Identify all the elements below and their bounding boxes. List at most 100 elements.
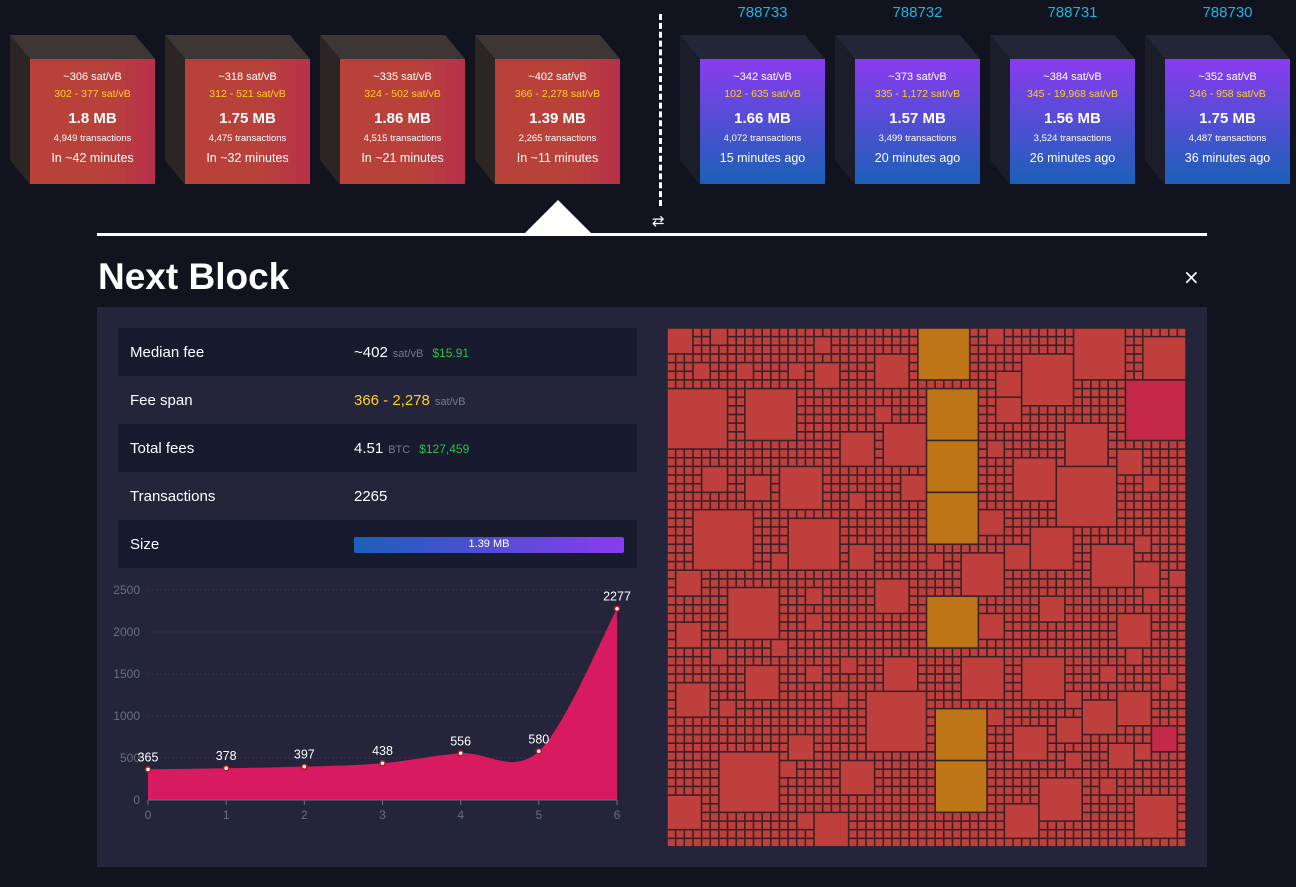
transaction-tile[interactable] [719, 718, 727, 726]
transaction-tile[interactable] [1091, 761, 1099, 769]
transaction-tile[interactable] [1160, 553, 1168, 561]
transaction-tile[interactable] [1057, 640, 1065, 648]
transaction-tile[interactable] [1083, 596, 1091, 604]
transaction-tile[interactable] [797, 813, 814, 829]
transaction-tile[interactable] [806, 726, 814, 734]
transaction-tile[interactable] [702, 380, 710, 388]
transaction-tile[interactable] [728, 493, 736, 501]
transaction-tile[interactable] [840, 605, 848, 613]
transaction-tile[interactable] [1117, 519, 1125, 527]
transaction-tile[interactable] [884, 821, 892, 829]
transaction-tile[interactable] [676, 839, 684, 846]
transaction-tile[interactable] [875, 398, 883, 406]
transaction-tile[interactable] [884, 571, 892, 579]
transaction-tile[interactable] [737, 648, 745, 656]
transaction-tile[interactable] [1169, 501, 1177, 509]
transaction-tile[interactable] [788, 337, 796, 345]
transaction-tile[interactable] [676, 830, 684, 838]
transaction-tile[interactable] [737, 389, 745, 397]
transaction-tile[interactable] [1074, 631, 1082, 639]
transaction-tile[interactable] [1048, 640, 1056, 648]
transaction-tile[interactable] [1117, 493, 1125, 501]
transaction-tile[interactable] [728, 571, 736, 579]
transaction-tile[interactable] [1074, 579, 1082, 587]
transaction-tile[interactable] [840, 596, 848, 604]
transaction-tile[interactable] [1005, 467, 1013, 475]
transaction-tile[interactable] [711, 692, 719, 700]
transaction-tile[interactable] [711, 709, 719, 717]
transaction-tile[interactable] [901, 475, 926, 501]
transaction-tile[interactable] [1013, 354, 1021, 362]
transaction-tile[interactable] [918, 571, 926, 579]
transaction-tile[interactable] [1108, 406, 1116, 414]
transaction-tile[interactable] [814, 510, 822, 518]
transaction-tile[interactable] [1126, 596, 1134, 604]
transaction-tile[interactable] [676, 769, 684, 777]
transaction-tile[interactable] [1013, 769, 1021, 777]
transaction-tile[interactable] [1134, 553, 1142, 561]
transaction-tile[interactable] [892, 475, 900, 483]
transaction-tile[interactable] [814, 761, 822, 769]
transaction-tile[interactable] [979, 475, 987, 483]
transaction-tile[interactable] [728, 726, 736, 734]
transaction-tile[interactable] [1117, 839, 1125, 846]
transaction-tile[interactable] [719, 354, 727, 362]
transaction-tile[interactable] [840, 493, 848, 501]
transaction-tile[interactable] [762, 726, 770, 734]
transaction-tile[interactable] [728, 475, 736, 483]
transaction-tile[interactable] [676, 475, 684, 483]
transaction-tile[interactable] [806, 839, 814, 846]
transaction-tile[interactable] [875, 769, 883, 777]
transaction-tile[interactable] [849, 605, 857, 613]
transaction-tile[interactable] [685, 363, 693, 371]
transaction-tile[interactable] [1031, 640, 1039, 648]
transaction-tile[interactable] [1022, 406, 1030, 414]
transaction-tile[interactable] [832, 735, 840, 743]
transaction-tile[interactable] [1057, 406, 1065, 414]
transaction-tile[interactable] [927, 441, 978, 492]
transaction-tile[interactable] [762, 337, 770, 345]
transaction-tile[interactable] [702, 631, 710, 639]
transaction-tile[interactable] [797, 389, 805, 397]
transaction-tile[interactable] [892, 398, 900, 406]
transaction-tile[interactable] [667, 571, 675, 579]
transaction-tile[interactable] [1005, 752, 1013, 760]
transaction-tile[interactable] [901, 795, 909, 803]
transaction-tile[interactable] [840, 484, 848, 492]
transaction-tile[interactable] [788, 804, 796, 812]
transaction-tile[interactable] [1048, 839, 1056, 846]
transaction-tile[interactable] [901, 406, 909, 414]
transaction-tile[interactable] [1108, 804, 1116, 812]
transaction-tile[interactable] [685, 666, 693, 674]
transaction-tile[interactable] [866, 346, 874, 354]
transaction-tile[interactable] [814, 648, 822, 656]
transaction-tile[interactable] [892, 761, 900, 769]
transaction-tile[interactable] [849, 484, 857, 492]
transaction-tile[interactable] [1178, 795, 1186, 803]
transaction-tile[interactable] [1108, 614, 1116, 622]
transaction-tile[interactable] [667, 752, 675, 760]
transaction-tile[interactable] [1152, 553, 1160, 561]
transaction-tile[interactable] [780, 571, 788, 579]
transaction-tile[interactable] [788, 787, 796, 795]
transaction-tile[interactable] [987, 700, 995, 708]
transaction-tile[interactable] [711, 674, 719, 682]
transaction-tile[interactable] [702, 622, 710, 630]
transaction-tile[interactable] [1039, 337, 1047, 345]
transaction-tile[interactable] [728, 406, 736, 414]
transaction-tile[interactable] [1031, 337, 1039, 345]
transaction-tile[interactable] [901, 813, 909, 821]
transaction-tile[interactable] [788, 328, 796, 336]
transaction-tile[interactable] [1048, 406, 1056, 414]
transaction-tile[interactable] [806, 718, 814, 726]
transaction-tile[interactable] [1039, 778, 1082, 821]
transaction-tile[interactable] [1169, 527, 1177, 535]
transaction-tile[interactable] [719, 493, 727, 501]
mempool-block[interactable]: ~306 sat/vB 302 - 377 sat/vB 1.8 MB 4,94… [10, 35, 155, 185]
transaction-tile[interactable] [719, 372, 727, 380]
transaction-tile[interactable] [849, 380, 857, 388]
transaction-tile[interactable] [1013, 363, 1021, 371]
transaction-tile[interactable] [1126, 328, 1134, 336]
transaction-tile[interactable] [1152, 631, 1160, 639]
transaction-tile[interactable] [797, 423, 805, 431]
